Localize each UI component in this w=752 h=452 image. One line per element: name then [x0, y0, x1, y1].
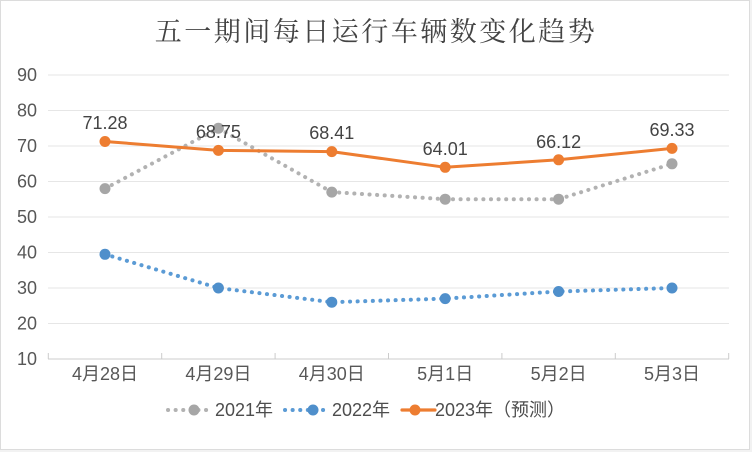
svg-text:66.12: 66.12 [536, 132, 581, 152]
svg-text:5月3日: 5月3日 [644, 364, 700, 384]
svg-text:90: 90 [17, 65, 37, 85]
svg-text:70: 70 [17, 136, 37, 156]
svg-text:80: 80 [17, 101, 37, 121]
svg-text:10: 10 [17, 349, 37, 369]
svg-text:30: 30 [17, 278, 37, 298]
svg-text:5月2日: 5月2日 [531, 364, 587, 384]
svg-text:71.28: 71.28 [82, 113, 127, 133]
svg-text:2021年: 2021年 [215, 400, 273, 420]
svg-text:2022年: 2022年 [332, 400, 390, 420]
svg-text:60: 60 [17, 172, 37, 192]
svg-text:5月1日: 5月1日 [417, 364, 473, 384]
svg-text:4月28日: 4月28日 [72, 364, 138, 384]
svg-text:64.01: 64.01 [423, 139, 468, 159]
svg-text:20: 20 [17, 314, 37, 334]
svg-text:40: 40 [17, 243, 37, 263]
svg-text:68.75: 68.75 [196, 122, 241, 142]
svg-text:4月29日: 4月29日 [185, 364, 251, 384]
svg-text:2023年（预测）: 2023年（预测） [435, 400, 565, 420]
svg-text:50: 50 [17, 207, 37, 227]
svg-text:69.33: 69.33 [649, 120, 694, 140]
svg-text:4月30日: 4月30日 [299, 364, 365, 384]
svg-text:68.41: 68.41 [309, 123, 354, 143]
